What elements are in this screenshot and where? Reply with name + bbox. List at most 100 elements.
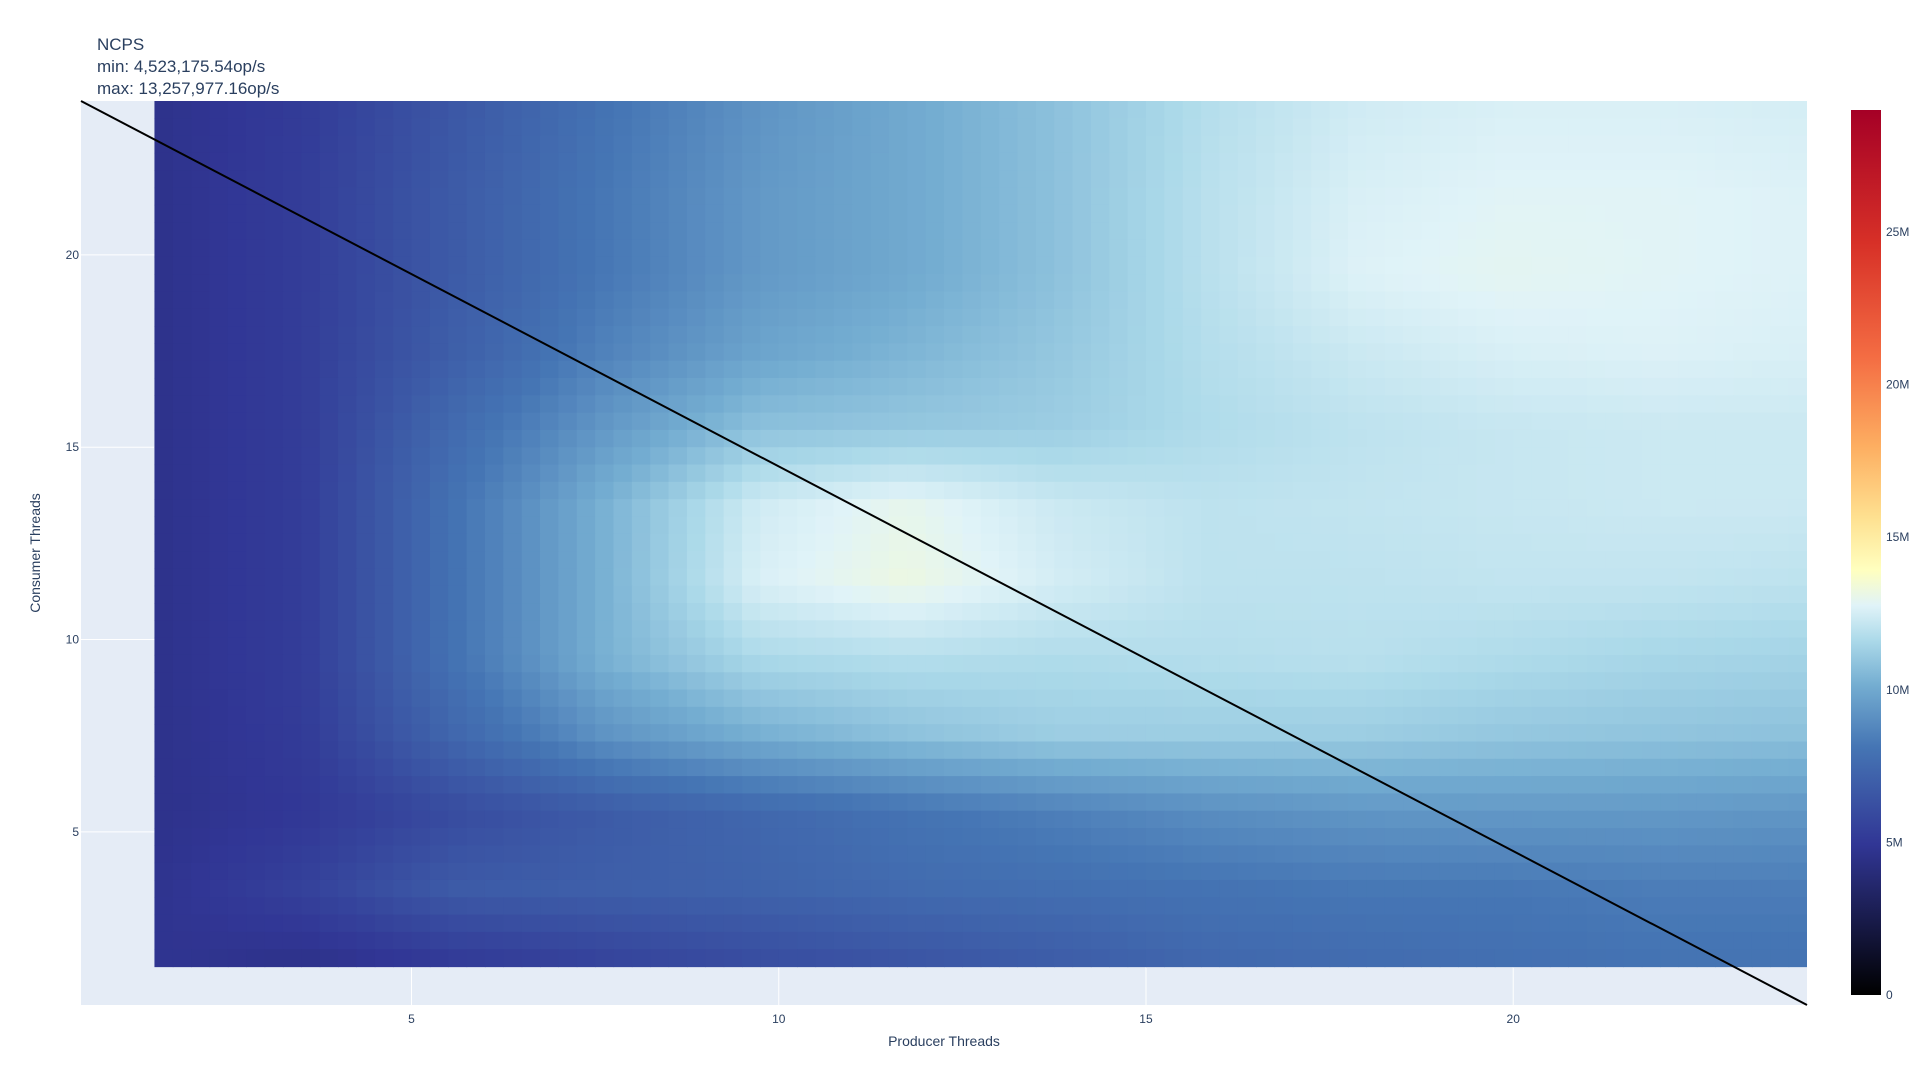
heatmap-cell <box>888 706 908 725</box>
heatmap-cell <box>1017 776 1037 795</box>
heatmap-cell <box>1403 291 1422 310</box>
heatmap-cell <box>1733 447 1753 466</box>
heatmap-cell <box>338 585 358 604</box>
heatmap-cell <box>1623 499 1643 518</box>
heatmap-cell <box>815 222 835 241</box>
heatmap-cell <box>1127 758 1147 777</box>
heatmap-cell <box>1054 879 1074 898</box>
heatmap-cell <box>1072 533 1092 552</box>
heatmap-cell <box>723 395 743 414</box>
heatmap-cell <box>1788 481 1807 500</box>
heatmap-cell <box>246 706 266 725</box>
heatmap-cell <box>356 533 376 552</box>
heatmap-cell <box>191 170 211 189</box>
heatmap-cell <box>686 551 706 569</box>
heatmap-cell <box>484 810 504 829</box>
heatmap-cell <box>1035 828 1055 846</box>
heatmap-cell <box>852 793 872 812</box>
heatmap-cell <box>1494 741 1514 760</box>
heatmap-cell <box>1201 447 1221 466</box>
heatmap-cell <box>540 239 559 258</box>
heatmap-cell <box>227 793 247 812</box>
heatmap-cell <box>1127 395 1147 414</box>
heatmap-cell <box>338 429 358 448</box>
heatmap-cell <box>429 360 449 379</box>
heatmap-cell <box>1145 931 1165 950</box>
heatmap-cell <box>778 879 798 898</box>
heatmap-cell <box>246 256 266 275</box>
heatmap-cell <box>1586 672 1606 691</box>
heatmap-cell <box>503 447 523 466</box>
heatmap-cell <box>668 308 688 327</box>
heatmap-cell <box>484 897 504 916</box>
heatmap-cell <box>1403 464 1422 483</box>
heatmap-cell <box>1770 689 1790 708</box>
heatmap-cell <box>1458 776 1478 795</box>
heatmap-cell <box>1329 758 1349 777</box>
heatmap-cell <box>1549 706 1569 725</box>
heatmap-cell <box>1256 914 1276 933</box>
heatmap-cell <box>264 152 284 171</box>
heatmap-cell <box>1751 499 1771 518</box>
heatmap-cell <box>1660 689 1680 708</box>
heatmap-cell <box>521 274 541 293</box>
heatmap-cell <box>1494 637 1514 656</box>
heatmap-cell <box>227 343 247 362</box>
heatmap-cell <box>466 118 486 137</box>
heatmap-cell <box>723 949 743 968</box>
heatmap-cell <box>1201 706 1221 725</box>
heatmap-cell <box>870 447 890 466</box>
heatmap-cell <box>1384 481 1404 500</box>
heatmap-cell <box>246 776 266 795</box>
heatmap-cell <box>1384 256 1404 275</box>
heatmap-cell <box>356 724 376 743</box>
heatmap-cell <box>338 724 358 743</box>
heatmap-cell <box>1201 793 1221 812</box>
heatmap-cell <box>980 256 1000 275</box>
heatmap-cell <box>1017 724 1037 743</box>
heatmap-cell <box>1127 291 1147 310</box>
heatmap-cell <box>1421 949 1441 968</box>
heatmap-cell <box>870 343 890 362</box>
colorbar-tick-label: 0 <box>1886 988 1893 1002</box>
heatmap-cell <box>1568 533 1588 552</box>
heatmap-cell <box>356 862 376 881</box>
heatmap-cell <box>1494 585 1514 604</box>
heatmap-cell <box>503 377 523 396</box>
heatmap-cell <box>484 429 504 448</box>
heatmap-cell <box>797 845 817 864</box>
heatmap-cell <box>1054 533 1074 552</box>
heatmap-cell <box>1549 377 1569 396</box>
heatmap-cell <box>1182 551 1202 569</box>
heatmap-cell <box>1788 879 1807 898</box>
heatmap-cell <box>1641 533 1661 552</box>
heatmap-cell <box>760 118 780 137</box>
heatmap-cell <box>1403 568 1422 587</box>
heatmap-cell <box>1127 776 1147 795</box>
heatmap-cell <box>1109 793 1129 812</box>
heatmap-cell <box>448 170 468 189</box>
heatmap-cell <box>1090 862 1110 881</box>
heatmap-cell <box>374 879 394 898</box>
heatmap-cell <box>723 308 743 327</box>
heatmap-cell <box>411 239 431 258</box>
heatmap-cell <box>154 533 174 552</box>
heatmap-cell <box>448 828 468 846</box>
heatmap-cell <box>484 862 504 881</box>
heatmap-cell <box>1237 776 1257 795</box>
heatmap-cell <box>1623 672 1643 691</box>
heatmap-cell <box>1366 551 1386 569</box>
heatmap-cell <box>1531 135 1551 154</box>
heatmap-cell <box>1274 931 1294 950</box>
heatmap-cell <box>1182 256 1202 275</box>
heatmap-cell <box>1660 533 1680 552</box>
heatmap-cell <box>338 152 358 171</box>
heatmap-cell <box>1568 239 1588 258</box>
heatmap-cell <box>576 603 596 621</box>
heatmap-cell <box>1017 274 1037 293</box>
heatmap-cell <box>1715 862 1735 881</box>
heatmap-cell <box>1733 170 1753 189</box>
heatmap-cell <box>1421 724 1441 743</box>
heatmap-cell <box>540 204 559 223</box>
heatmap-cell <box>1164 551 1184 569</box>
